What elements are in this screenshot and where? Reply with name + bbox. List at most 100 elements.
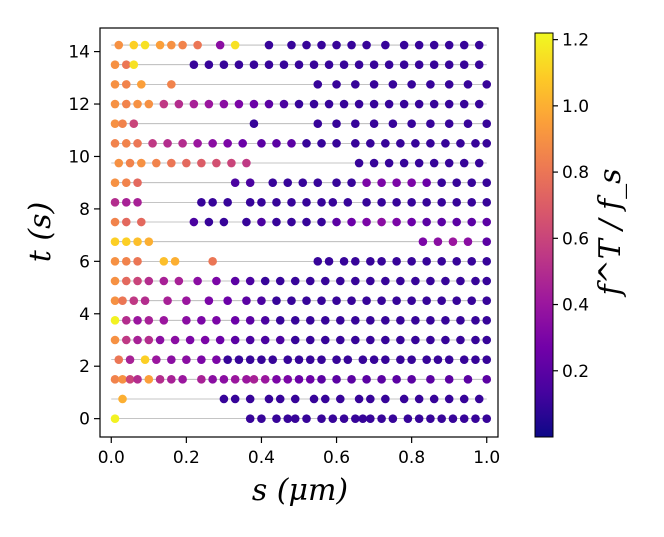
data-point	[444, 394, 454, 404]
data-point	[121, 99, 131, 109]
data-point	[230, 276, 240, 286]
data-point	[193, 139, 202, 148]
data-point	[268, 355, 278, 364]
y-axis-ticks: 0 2 4 6 8 10 12 14	[68, 43, 100, 430]
y-tick-label: 4	[79, 305, 90, 325]
data-point	[121, 178, 131, 187]
data-point	[144, 99, 154, 109]
data-point	[347, 375, 356, 384]
data-point	[302, 40, 311, 50]
data-point	[411, 139, 420, 148]
data-point	[452, 217, 461, 227]
data-point	[384, 158, 394, 168]
data-point	[452, 198, 461, 207]
data-point	[182, 355, 191, 364]
data-point	[238, 139, 247, 148]
data-point	[444, 40, 454, 50]
data-point	[287, 40, 296, 50]
data-point	[279, 99, 289, 109]
data-point	[260, 276, 270, 286]
data-point	[456, 316, 465, 325]
data-point	[354, 60, 364, 70]
data-point	[290, 335, 300, 345]
data-point	[332, 355, 341, 364]
data-point	[377, 296, 386, 305]
x-tick-label: 1.0	[473, 448, 500, 468]
data-point	[437, 178, 446, 187]
data-point	[392, 296, 401, 305]
data-point	[332, 40, 341, 50]
data-point	[358, 355, 368, 364]
data-point	[429, 158, 439, 168]
data-point	[414, 158, 424, 168]
data-point	[133, 316, 142, 325]
data-point	[163, 139, 172, 148]
data-point	[474, 40, 484, 50]
data-point	[313, 257, 323, 266]
data-point	[407, 355, 416, 364]
data-point	[155, 40, 165, 50]
data-point	[219, 394, 229, 404]
y-tick-label: 14	[68, 43, 90, 63]
data-point	[332, 375, 341, 384]
data-point	[223, 355, 232, 364]
data-point	[332, 217, 341, 227]
data-point	[223, 198, 232, 207]
data-point	[159, 257, 169, 266]
data-point	[411, 276, 420, 286]
data-point	[399, 40, 409, 50]
data-point	[369, 355, 379, 364]
data-point	[193, 40, 202, 50]
data-point	[144, 316, 154, 325]
data-point	[309, 60, 319, 70]
data-point	[422, 198, 431, 207]
data-point	[426, 335, 435, 345]
colorbar-gradient	[534, 32, 554, 438]
data-point	[189, 60, 199, 70]
data-point	[290, 316, 300, 325]
data-point	[249, 99, 259, 109]
data-point	[204, 99, 214, 109]
data-point	[279, 60, 289, 70]
data-point	[482, 237, 492, 246]
data-point	[351, 119, 360, 128]
data-point	[392, 217, 401, 227]
x-tick-label: 0.4	[248, 448, 275, 468]
data-point	[381, 316, 390, 325]
data-point	[302, 414, 311, 423]
data-point	[264, 394, 274, 404]
data-point	[471, 316, 480, 325]
data-point	[290, 276, 300, 286]
data-point	[384, 60, 394, 70]
data-point	[313, 119, 323, 128]
data-point	[339, 99, 349, 109]
y-tick-label: 2	[79, 357, 90, 377]
data-point	[245, 316, 255, 325]
data-point	[219, 217, 229, 227]
colorbar: 0.2 0.4 0.6 0.8 1.0 1.2	[534, 31, 589, 438]
data-point	[463, 119, 473, 128]
data-point	[343, 355, 353, 364]
data-point	[392, 375, 401, 384]
data-point	[110, 60, 120, 70]
data-point	[347, 40, 356, 50]
data-point	[121, 316, 131, 325]
data-point	[463, 80, 473, 89]
data-point	[121, 80, 131, 89]
data-point	[185, 335, 195, 345]
data-point	[332, 119, 341, 128]
data-point	[381, 276, 390, 286]
data-point	[433, 355, 443, 364]
data-point	[170, 257, 180, 266]
data-point	[152, 158, 161, 168]
data-point	[452, 296, 461, 305]
data-point	[110, 257, 120, 266]
data-point	[347, 217, 356, 227]
data-point	[294, 355, 304, 364]
data-point	[459, 158, 469, 168]
data-point	[324, 257, 334, 266]
data-point	[448, 237, 458, 246]
data-point	[437, 217, 446, 227]
data-point	[242, 296, 251, 305]
